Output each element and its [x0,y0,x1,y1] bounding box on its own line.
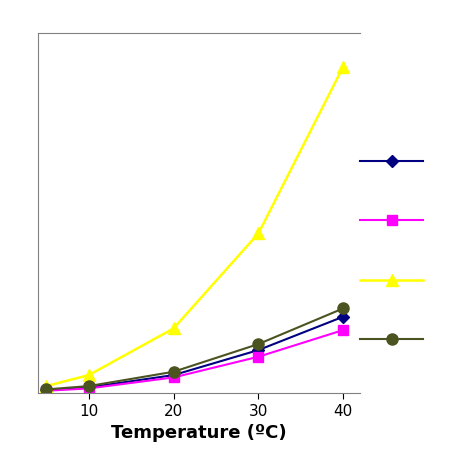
Line: Series 4: Series 4 [41,303,349,395]
Series 4 [44,387,49,392]
Series 3 [255,230,261,236]
Series 3 [44,383,49,389]
Series 3 [171,326,176,331]
Series 4 [340,306,346,311]
Series 1 [44,387,49,393]
Series 2 [86,385,91,391]
Series 1 [171,372,176,378]
Series 2 [171,374,176,380]
Series 4 [171,369,176,374]
Series 4 [86,383,91,389]
Line: Series 3: Series 3 [41,61,349,392]
Series 2 [340,327,346,333]
X-axis label: Temperature (ºC): Temperature (ºC) [111,424,287,442]
Line: Series 2: Series 2 [42,325,348,396]
Series 3 [86,372,91,378]
Series 1 [255,347,261,353]
Series 1 [86,384,91,390]
Series 1 [340,314,346,319]
Series 2 [44,388,49,393]
Series 3 [340,64,346,69]
Line: Series 1: Series 1 [42,312,347,394]
Series 2 [255,354,261,360]
Series 4 [255,341,261,347]
